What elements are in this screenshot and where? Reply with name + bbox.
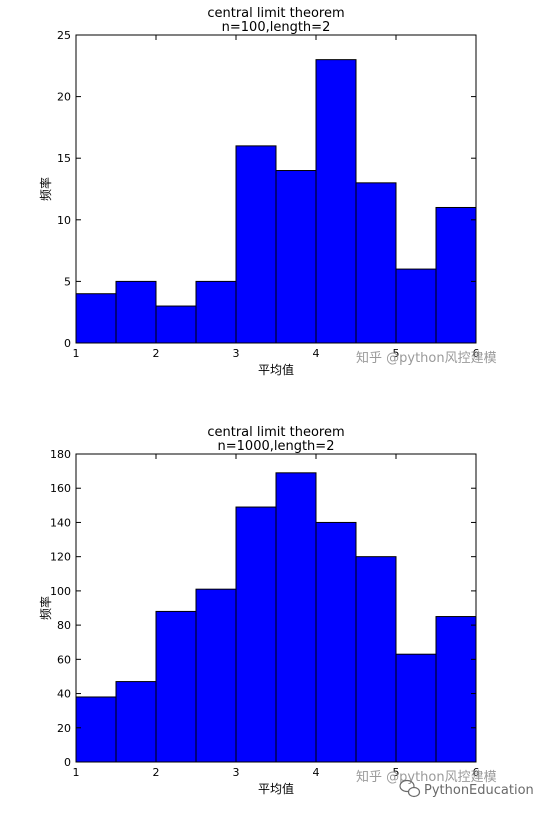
bar-5 <box>235 506 277 763</box>
watermark-zhihu-bottom: 知乎 @python风控建模 <box>356 769 497 785</box>
wechat-bubble-large <box>399 779 415 793</box>
bar-2 <box>115 681 157 763</box>
x-axis-label: 平均值 <box>258 781 294 796</box>
x-tick-label: 4 <box>313 766 320 779</box>
y-tick-label: 60 <box>57 653 71 666</box>
bar-7 <box>315 521 357 763</box>
watermark-zhihu-top: 知乎 @python风控建模 <box>356 350 497 366</box>
y-axis-label: 频率 <box>38 177 53 201</box>
y-tick-label: 20 <box>57 91 71 104</box>
bar-10 <box>435 206 477 344</box>
y-tick-label: 140 <box>50 516 71 529</box>
bar-9 <box>395 268 437 344</box>
bar-9 <box>395 653 437 763</box>
y-tick-label: 180 <box>50 448 71 461</box>
x-tick-label: 1 <box>73 347 80 360</box>
y-tick-label: 100 <box>50 585 71 598</box>
bar-3 <box>155 610 197 763</box>
bar-4 <box>195 280 237 344</box>
plot-frame <box>75 34 477 344</box>
x-tick-label: 5 <box>393 766 400 779</box>
wechat-icon <box>399 779 421 798</box>
bar-6 <box>275 472 317 763</box>
plot-frame <box>75 453 477 763</box>
y-tick-label: 15 <box>57 152 71 165</box>
x-tick-label: 4 <box>313 347 320 360</box>
y-tick-label: 5 <box>64 275 71 288</box>
y-tick-label: 40 <box>57 688 71 701</box>
x-axis-label: 平均值 <box>258 362 294 377</box>
x-tick-label: 2 <box>153 347 160 360</box>
y-tick-label: 0 <box>64 756 71 769</box>
x-tick-label: 1 <box>73 766 80 779</box>
chart-title: central limit theorem <box>207 425 344 440</box>
bar-7 <box>315 59 357 344</box>
bar-3 <box>155 305 197 344</box>
y-tick-label: 25 <box>57 29 71 42</box>
x-tick-label: 3 <box>233 347 240 360</box>
y-tick-label: 80 <box>57 619 71 632</box>
bar-5 <box>235 145 277 344</box>
bar-4 <box>195 588 237 763</box>
y-tick-label: 10 <box>57 214 71 227</box>
chart-1: 1 2 3 4 5 6 0 5 10 15 20 25 central limit theoremn=1… <box>38 6 480 377</box>
x-tick-label: 6 <box>473 766 480 779</box>
bar-10 <box>435 616 477 763</box>
y-tick-label: 0 <box>64 337 71 350</box>
chart-subtitle: n=100,length=2 <box>222 20 331 35</box>
x-tick-label: 3 <box>233 766 240 779</box>
x-tick-label: 2 <box>153 766 160 779</box>
chart-title: central limit theorem <box>207 6 344 21</box>
bar-1 <box>75 293 117 344</box>
x-tick-label: 6 <box>473 347 480 360</box>
y-tick-label: 120 <box>50 551 71 564</box>
y-axis-label: 频率 <box>38 596 53 620</box>
y-tick-label: 160 <box>50 482 71 495</box>
bar-2 <box>115 280 157 344</box>
watermark-wechat: PythonEducation <box>424 783 534 798</box>
bar-8 <box>355 182 397 344</box>
bar-1 <box>75 696 117 763</box>
bar-6 <box>275 170 317 344</box>
wechat-bubble-small <box>407 786 421 798</box>
bar-8 <box>355 556 397 763</box>
y-tick-label: 20 <box>57 722 71 735</box>
chart-subtitle: n=1000,length=2 <box>218 439 335 454</box>
x-tick-label: 5 <box>393 347 400 360</box>
